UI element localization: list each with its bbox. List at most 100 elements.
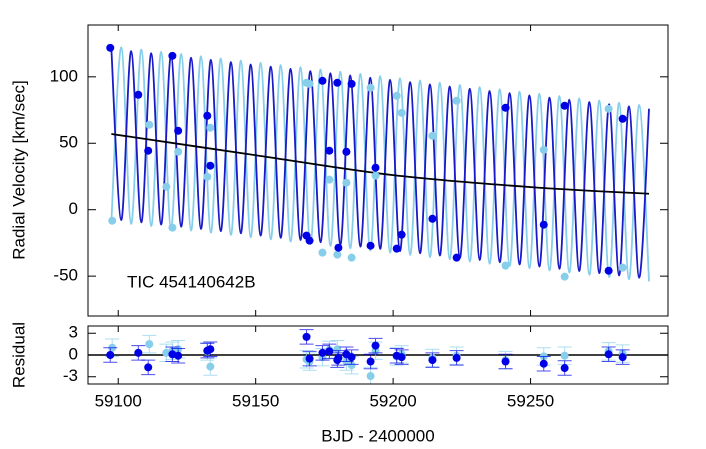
data-point (206, 362, 215, 371)
data-point (342, 147, 351, 156)
data-point (428, 356, 437, 365)
data-point (325, 175, 334, 184)
data-point (618, 114, 627, 123)
data-point (106, 43, 115, 52)
data-point (501, 261, 510, 270)
plot-area (88, 329, 668, 384)
data-point (539, 145, 548, 154)
data-point (539, 220, 548, 229)
data-point (318, 348, 327, 357)
y-tick-label: 0 (69, 199, 78, 218)
plot-frame (87, 24, 669, 317)
data-point (168, 51, 177, 60)
data-point (162, 182, 171, 191)
data-point (108, 216, 117, 225)
data-point (145, 340, 154, 349)
x-tick-label: 59250 (507, 391, 554, 410)
plot-area (106, 43, 650, 282)
data-point (305, 354, 314, 363)
data-point (366, 241, 375, 250)
data-point (366, 83, 375, 92)
data-point (371, 163, 380, 172)
data-point (206, 161, 215, 170)
data-point (366, 357, 375, 366)
data-point (560, 101, 569, 110)
model-curve (110, 46, 650, 282)
data-point (305, 236, 314, 245)
data-point (428, 214, 437, 223)
data-point (618, 263, 627, 272)
data-point (347, 361, 356, 370)
data-point (560, 351, 569, 360)
data-point (144, 146, 153, 155)
data-point (174, 126, 183, 135)
data-point (392, 91, 401, 100)
data-point (452, 353, 461, 362)
data-point (397, 353, 406, 362)
data-point (206, 345, 215, 354)
data-point (501, 357, 510, 366)
y-tick-label: -3 (63, 366, 78, 385)
data-point (174, 351, 183, 360)
data-point (333, 345, 342, 354)
data-point (203, 111, 212, 120)
y-axis-label: Radial Velocity [km/sec] (9, 80, 28, 260)
data-point (106, 351, 115, 359)
data-point (203, 172, 212, 181)
data-point (334, 353, 343, 362)
y-tick-label: 0 (69, 344, 78, 363)
data-point (342, 178, 351, 187)
data-point (618, 353, 627, 362)
data-point (560, 364, 569, 373)
data-point (392, 244, 401, 253)
data-point (501, 103, 510, 112)
model-curve (110, 48, 650, 279)
data-point (334, 243, 343, 252)
data-point (347, 253, 356, 262)
data-point (347, 79, 356, 88)
data-point (539, 359, 548, 368)
data-point (145, 120, 154, 129)
data-point (134, 348, 143, 357)
data-point (305, 79, 314, 88)
data-point (206, 123, 215, 132)
data-point (333, 250, 342, 259)
y-tick-label: -50 (53, 266, 78, 285)
data-point (604, 266, 613, 275)
y-axis-label: Residual (9, 322, 28, 388)
plot-frame (87, 325, 669, 385)
data-point (604, 350, 613, 359)
data-point (144, 363, 153, 372)
annotation: TIC 454140642B (127, 272, 256, 291)
model-curve (111, 133, 650, 195)
x-tick-label: 59150 (232, 391, 279, 410)
y-tick-label: 50 (59, 133, 78, 152)
data-point (318, 248, 327, 257)
y-tick-label: 100 (50, 66, 78, 85)
x-tick-label: 59100 (95, 391, 142, 410)
data-point (397, 230, 406, 239)
data-point (452, 96, 461, 105)
data-point (162, 348, 171, 357)
x-tick-label: 59200 (369, 391, 416, 410)
data-point (428, 131, 437, 140)
data-point (397, 108, 406, 117)
y-tick-label: 3 (69, 323, 78, 342)
data-point (134, 90, 143, 99)
data-point (318, 76, 327, 85)
data-point (371, 171, 380, 180)
data-point (174, 147, 183, 156)
data-point (452, 253, 461, 262)
data-point (371, 341, 380, 350)
data-point (168, 223, 177, 232)
data-point (604, 104, 613, 113)
data-point (302, 332, 311, 341)
x-axis-label: BJD - 2400000 (321, 426, 434, 445)
data-point (325, 347, 334, 356)
data-point (333, 78, 342, 87)
data-point (366, 372, 375, 381)
data-point (347, 353, 356, 362)
data-point (560, 272, 569, 281)
